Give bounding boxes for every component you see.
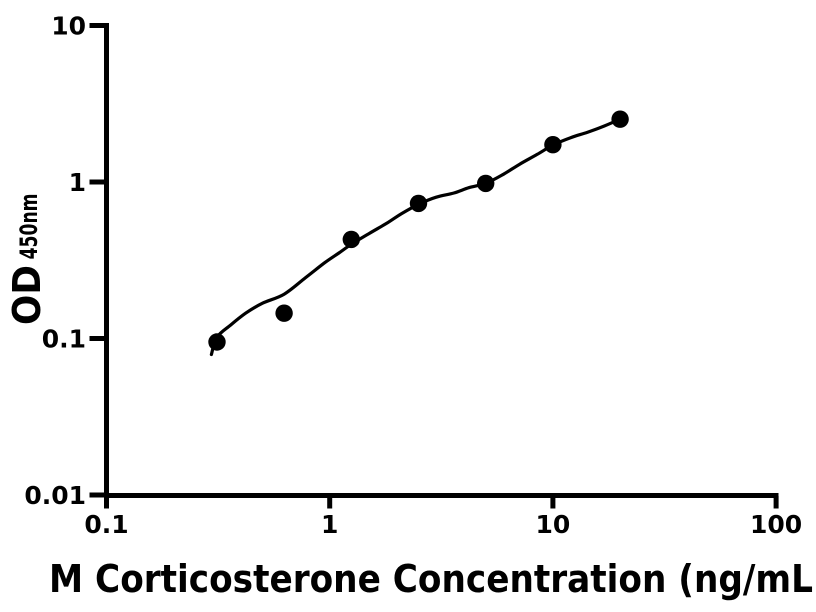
data-point <box>208 333 226 351</box>
data-point <box>342 230 360 249</box>
x-tick-label: 100 <box>750 510 802 539</box>
x-axis-ticks: 0.1 1 10 100 <box>84 496 802 539</box>
y-axis-label: OD 450nm <box>5 193 49 325</box>
data-points <box>208 110 629 351</box>
data-point <box>409 194 428 213</box>
data-point <box>275 304 293 322</box>
y-tick-label: 0.1 <box>42 325 86 354</box>
y-axis-label-subscript: 450nm <box>15 193 43 259</box>
y-tick-label: 1 <box>69 168 86 197</box>
x-axis-label: M Corticosterone Concentration (ng/mL <box>49 557 813 601</box>
y-axis-label-main: OD <box>5 265 49 325</box>
y-tick-label: 10 <box>51 12 86 41</box>
data-point <box>544 136 562 154</box>
x-tick-label: 10 <box>536 510 571 539</box>
x-tick-label: 0.1 <box>84 510 128 539</box>
y-tick-label: 0.01 <box>24 481 86 510</box>
data-point <box>611 110 629 128</box>
data-point <box>477 174 495 193</box>
x-tick-label: 1 <box>321 510 338 539</box>
fit-curve-line <box>209 117 622 357</box>
y-axis-ticks: 10 1 0.1 0.01 <box>24 12 105 510</box>
